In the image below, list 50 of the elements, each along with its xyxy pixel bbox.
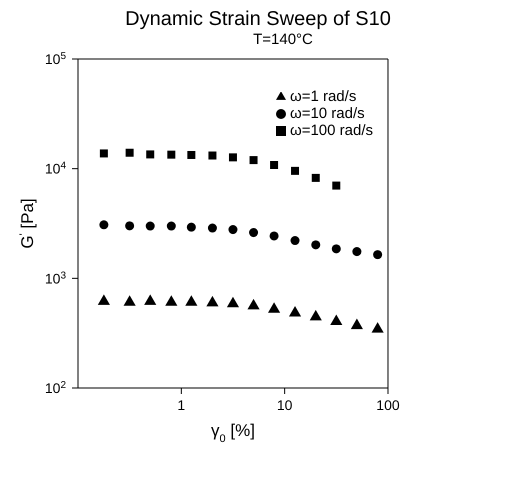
point [208, 152, 216, 160]
point [126, 148, 134, 157]
point [350, 318, 363, 330]
point [226, 296, 240, 308]
legend-label: ω=1 rad/s [290, 88, 356, 105]
y-tick-label: 10$^{5}$ [44, 50, 66, 67]
point [288, 306, 302, 317]
point [167, 150, 176, 159]
point [268, 302, 280, 313]
point [311, 240, 320, 250]
point [270, 161, 278, 169]
point [186, 222, 196, 232]
legend-label: ω=100 rad/s [290, 122, 373, 139]
y-tick-label: 10$^{2}$ [44, 380, 66, 396]
point [185, 295, 198, 306]
point [144, 294, 156, 305]
point [228, 153, 237, 162]
point [187, 150, 196, 159]
point [249, 228, 258, 238]
x-tick-label: 10 [276, 397, 293, 413]
legend-label: ω=10 rad/s [290, 105, 365, 122]
point [373, 250, 382, 260]
point [291, 166, 300, 175]
point [228, 225, 238, 234]
point [206, 296, 219, 306]
point [208, 224, 217, 233]
y-tick-label: 10$^{4}$ [44, 160, 66, 177]
chart-subtitle: T=140°C [252, 31, 314, 48]
point [352, 247, 362, 256]
point [165, 295, 178, 306]
point [270, 231, 279, 240]
point [124, 295, 136, 306]
point [247, 298, 260, 310]
point [146, 150, 154, 158]
x-tick-label: 100 [376, 397, 400, 413]
point [312, 174, 320, 182]
point [166, 222, 176, 231]
point [332, 244, 341, 254]
point [250, 156, 258, 164]
x-tick-label: 1 [177, 397, 186, 413]
point [372, 322, 384, 333]
point [125, 221, 134, 230]
y-tick-label: 10$^{3}$ [44, 270, 66, 286]
point [290, 236, 300, 246]
point [310, 310, 322, 320]
x-axis-title: γ$_{0}$ [%] [211, 421, 255, 445]
point [146, 222, 155, 231]
point [332, 182, 340, 190]
chart-title: Dynamic Strain Sweep of S10 [124, 8, 392, 31]
point [330, 314, 342, 326]
